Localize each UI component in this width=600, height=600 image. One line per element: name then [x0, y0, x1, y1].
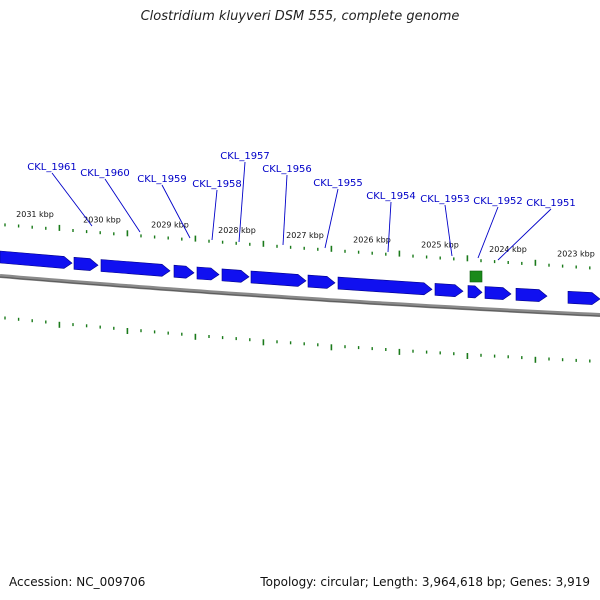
gene-label: CKL_1953: [420, 194, 470, 205]
tick-label: 2024 kbp: [489, 245, 527, 254]
callout-line: [444, 204, 453, 257]
gene-label: CKL_1954: [366, 191, 416, 202]
tick-label: 2030 kbp: [83, 215, 121, 224]
tick-label: 2027 kbp: [286, 231, 324, 240]
gene-label: CKL_1960: [80, 168, 130, 179]
gene-label: CKL_1952: [473, 196, 523, 207]
tick-label: 2023 kbp: [557, 250, 595, 259]
genome-title: Clostridium kluyveri DSM 555, complete g…: [140, 9, 460, 24]
gene-arrow-group: [0, 250, 600, 305]
gene-arrow: [0, 250, 73, 269]
gene-arrow: [73, 256, 99, 271]
genome-summary-text: Topology: circular; Length: 3,964,618 bp…: [260, 575, 590, 589]
feature-marker: [469, 270, 483, 283]
tick-label: 2028 kbp: [218, 226, 256, 235]
tick-label: 2026 kbp: [353, 236, 391, 245]
backbone-shadow: [0, 276, 600, 317]
gene-arrow: [221, 268, 250, 283]
callout-line: [477, 206, 499, 259]
tick-label: 2029 kbp: [151, 221, 189, 230]
callout-line: [282, 174, 288, 246]
gene-arrow: [173, 264, 195, 279]
gene-arrow: [337, 276, 433, 296]
tick-label: 2031 kbp: [16, 210, 54, 219]
callout-line: [387, 201, 392, 253]
callout-line: [104, 178, 141, 233]
gene-label: CKL_1958: [192, 179, 242, 190]
callout-line: [324, 188, 339, 249]
tick-label-group: 2031 kbp 2030 kbp 2029 kbp 2028 kbp 2027 kbp…: [16, 210, 595, 259]
backbone-group: [0, 274, 600, 317]
backbone-line: [0, 274, 600, 317]
tick-label: 2025 kbp: [421, 240, 459, 249]
gene-arrow: [567, 290, 600, 305]
gene-label: CKL_1956: [262, 164, 312, 175]
gene-label: CKL_1957: [220, 151, 270, 162]
callout-line: [238, 161, 246, 243]
gene-label: CKL_1951: [526, 198, 576, 209]
callout-line: [211, 189, 218, 241]
gene-arrow: [467, 285, 483, 299]
gene-label: CKL_1955: [313, 178, 363, 189]
callout-line: [161, 184, 191, 239]
gene-label: CKL_1961: [27, 162, 77, 173]
gene-arrow: [434, 283, 464, 298]
gene-label: CKL_1959: [137, 174, 187, 185]
callout-line: [51, 172, 93, 227]
gene-arrow: [196, 266, 220, 281]
tick-row-inner: [4, 316, 591, 363]
gene-arrow: [100, 259, 171, 277]
gene-arrow: [307, 274, 336, 289]
callout-line-group: [51, 161, 552, 261]
tick-row-outer: [4, 223, 591, 270]
gene-arrow: [515, 287, 548, 302]
accession-text: Accession: NC_009706: [9, 575, 146, 589]
gene-arrow: [484, 286, 512, 300]
gene-arrow: [250, 270, 307, 287]
callout-line: [497, 208, 552, 261]
